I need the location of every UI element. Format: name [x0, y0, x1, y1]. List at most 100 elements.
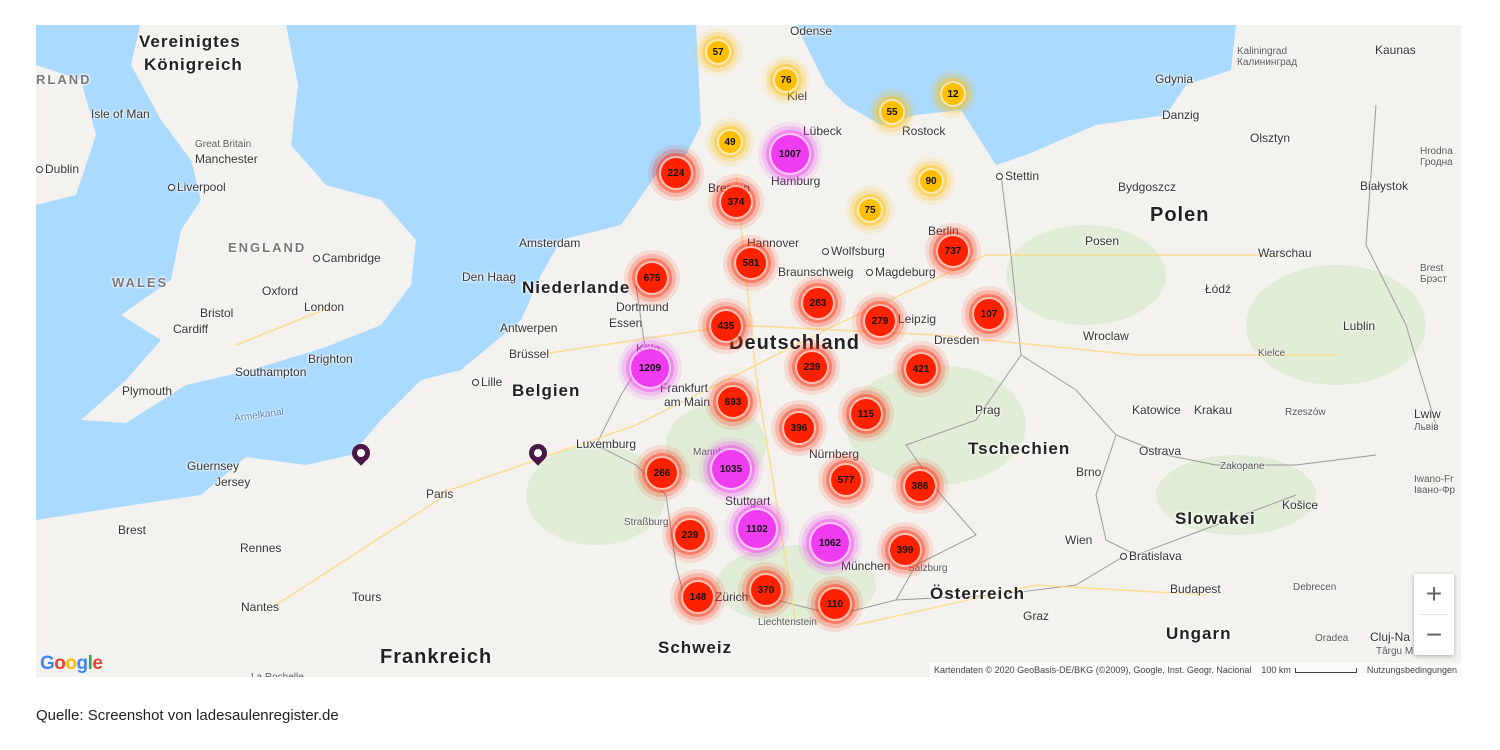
place-label-stettin: Stettin — [996, 170, 1039, 182]
place-label-cambridge: Cambridge — [313, 252, 381, 264]
place-label-oradea: Oradea — [1315, 633, 1349, 644]
charging-station-cluster[interactable]: 49 — [719, 131, 741, 153]
place-label-schweiz: Schweiz — [658, 638, 733, 657]
place-label-luxemburg: Luxemburg — [576, 437, 637, 451]
place-label-salzburg: Salzburg — [908, 563, 948, 574]
charging-station-cluster[interactable]: 675 — [637, 263, 667, 293]
place-label-danzig: Danzig — [1162, 108, 1200, 122]
cluster-count: 1209 — [638, 362, 662, 374]
charging-station-cluster[interactable]: 115 — [851, 399, 881, 429]
charging-station-cluster[interactable]: 224 — [661, 158, 691, 188]
place-label-plymouth: Plymouth — [122, 384, 173, 398]
zoom-controls: + − — [1414, 574, 1454, 655]
charging-station-cluster[interactable]: 1035 — [712, 450, 750, 488]
place-label-iwano: Iwano-Fr — [1414, 474, 1454, 485]
place-label-zakopane: Zakopane — [1220, 461, 1265, 472]
place-label-great-britain: Great Britain — [195, 139, 252, 150]
place-label-brno: Brno — [1076, 465, 1102, 479]
place-label-frankfurt: Frankfurt — [660, 381, 709, 395]
charging-station-cluster[interactable]: 110 — [820, 589, 850, 619]
place-label-essen: Essen — [609, 316, 643, 330]
charging-station-cluster[interactable]: 55 — [881, 101, 903, 123]
cluster-count: 283 — [809, 297, 827, 309]
cluster-count: 374 — [727, 196, 745, 208]
place-label-wroclaw: Wroclaw — [1083, 329, 1129, 343]
charging-station-cluster[interactable]: 1209 — [631, 349, 669, 387]
place-label-wales: WALES — [112, 275, 169, 290]
cluster-count: 57 — [712, 46, 724, 58]
place-label-niederlande: Niederlande — [522, 278, 631, 297]
place-label-ostrava: Ostrava — [1139, 444, 1182, 458]
charging-station-cluster[interactable]: 1062 — [811, 524, 849, 562]
cluster-count: 148 — [689, 591, 707, 603]
charging-station-cluster[interactable]: 239 — [675, 520, 705, 550]
charging-station-cluster[interactable]: 57 — [707, 41, 729, 63]
charging-station-cluster[interactable]: 421 — [906, 354, 936, 384]
place-label-hrodna-by: Гродна — [1420, 157, 1453, 168]
cluster-count: 435 — [717, 320, 735, 332]
charging-station-cluster[interactable]: 374 — [721, 187, 751, 217]
cluster-count: 110 — [826, 598, 844, 610]
place-label-strassburg: Straßburg — [624, 517, 669, 528]
charging-station-cluster[interactable]: 370 — [751, 575, 781, 605]
place-label-braunschweig: Braunschweig — [778, 265, 854, 279]
place-label-brest-by-cyr: Брэст — [1420, 274, 1447, 285]
cluster-count: 581 — [742, 257, 760, 269]
place-label-hamburg: Hamburg — [771, 174, 821, 188]
terms-link[interactable]: Nutzungsbedingungen — [1366, 665, 1457, 675]
cluster-count: 90 — [925, 175, 937, 187]
place-label-wolfsburg: Wolfsburg — [822, 245, 885, 257]
cluster-count: 49 — [724, 136, 736, 148]
charging-station-cluster[interactable]: 107 — [974, 299, 1004, 329]
zoom-out-button[interactable]: − — [1425, 619, 1443, 650]
charging-station-cluster[interactable]: 90 — [920, 170, 942, 192]
place-label-southampton: Southampton — [235, 365, 307, 379]
place-label-irland: RLAND — [36, 72, 92, 87]
charging-station-cluster[interactable]: 279 — [865, 306, 895, 336]
place-label-luebeck: Lübeck — [803, 124, 842, 138]
charging-station-cluster[interactable]: 581 — [736, 248, 766, 278]
scale-indicator[interactable]: 100 km — [1261, 665, 1357, 675]
cluster-count: 76 — [780, 74, 792, 86]
place-label-gdynia: Gdynia — [1155, 72, 1194, 86]
place-label-muenchen: München — [841, 559, 891, 573]
charging-station-cluster[interactable]: 12 — [942, 83, 964, 105]
charging-station-cluster[interactable]: 577 — [831, 465, 861, 495]
place-label-brighton: Brighton — [308, 352, 353, 366]
charging-station-cluster[interactable]: 76 — [775, 69, 797, 91]
charging-station-cluster[interactable]: 396 — [784, 413, 814, 443]
place-label-brest-fr: Brest — [118, 523, 147, 537]
place-label-slowakei: Slowakei — [1175, 509, 1256, 528]
charging-station-cluster[interactable]: 1102 — [738, 510, 776, 548]
charging-station-cluster[interactable]: 435 — [711, 311, 741, 341]
place-label-london: London — [304, 300, 345, 314]
charging-station-cluster[interactable]: 693 — [718, 387, 748, 417]
place-label-kosice: Košice — [1282, 498, 1319, 512]
charging-station-cluster[interactable]: 75 — [859, 199, 881, 221]
image-caption: Quelle: Screenshot von ladesaulenregiste… — [36, 707, 339, 724]
place-label-tschechien: Tschechien — [968, 439, 1071, 458]
charging-station-cluster[interactable]: 148 — [683, 582, 713, 612]
place-label-lwiw: Lwiw — [1414, 407, 1441, 421]
cluster-count: 421 — [912, 363, 930, 375]
charging-station-cluster[interactable]: 266 — [647, 458, 677, 488]
zoom-in-button[interactable]: + — [1425, 578, 1443, 609]
place-label-rostock: Rostock — [902, 124, 946, 138]
map[interactable]: Vereinigtes Königreich RLAND Isle of Man Gre… — [36, 25, 1461, 677]
charging-station-cluster[interactable]: 399 — [890, 535, 920, 565]
cluster-count: 266 — [653, 467, 671, 479]
place-label-oxford: Oxford — [262, 284, 299, 298]
place-label-dublin: Dublin — [36, 163, 79, 175]
google-logo[interactable]: Google — [40, 653, 103, 674]
charging-station-cluster[interactable]: 283 — [803, 288, 833, 318]
charging-station-cluster[interactable]: 386 — [905, 471, 935, 501]
place-label-dortmund: Dortmund — [616, 300, 669, 314]
charging-station-cluster[interactable]: 239 — [797, 352, 827, 382]
place-label-paris: Paris — [426, 487, 454, 501]
place-label-vereinigtes: Vereinigtes — [139, 32, 241, 51]
place-label-leipzig: Leipzig — [898, 312, 937, 326]
charging-station-cluster[interactable]: 1007 — [771, 135, 809, 173]
place-label-cardiff: Cardiff — [173, 322, 209, 336]
charging-station-cluster[interactable]: 737 — [938, 236, 968, 266]
place-label-katowice: Katowice — [1132, 403, 1181, 417]
